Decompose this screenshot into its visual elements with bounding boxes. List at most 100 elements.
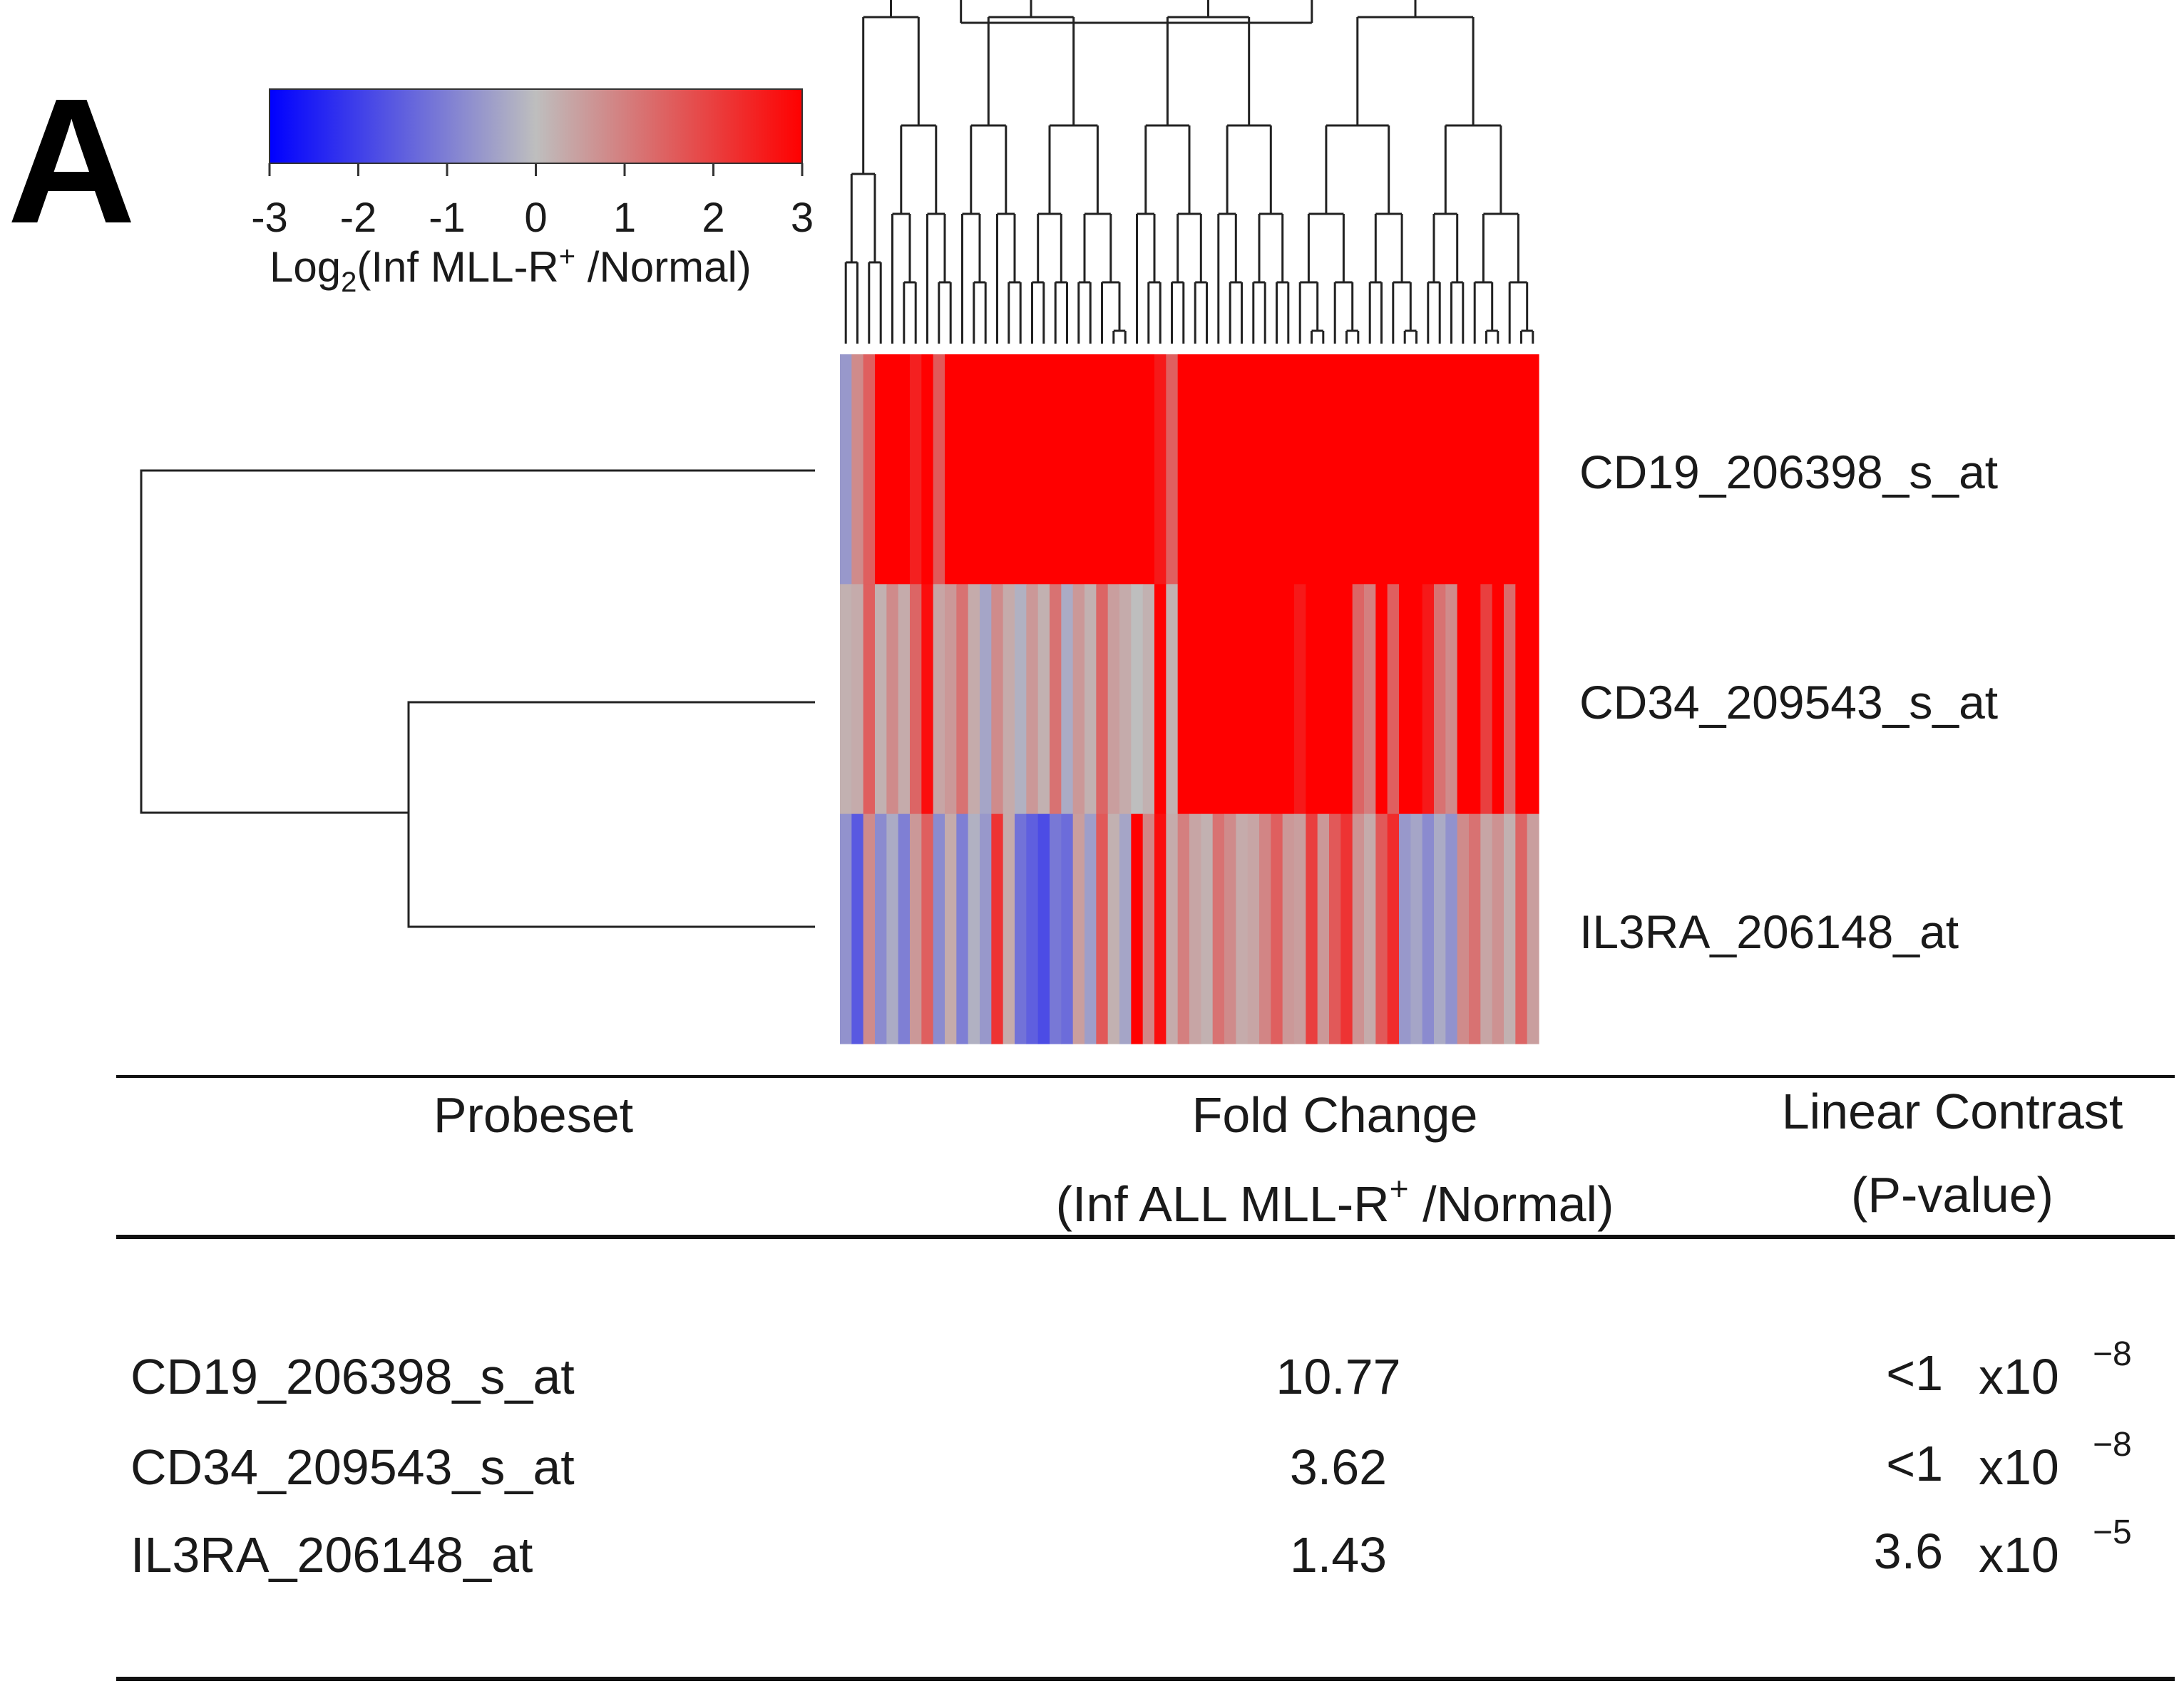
heatmap-cell <box>1271 354 1283 585</box>
heatmap-cell <box>1457 584 1470 815</box>
heatmap-cell <box>980 813 992 1044</box>
heatmap-cell <box>1003 354 1015 585</box>
heatmap-cell <box>1061 584 1074 815</box>
heatmap-cell <box>1015 813 1027 1044</box>
heatmap-cell <box>1037 584 1050 815</box>
heatmap-cell <box>1282 584 1295 815</box>
heatmap-cell <box>1236 813 1249 1044</box>
table-row: CD34_209543_s_at 3.62 <1 x10 −8 <box>130 1426 2132 1495</box>
heatmap-cell <box>1480 813 1493 1044</box>
heatmap-cell <box>1469 354 1481 585</box>
heatmap-cell <box>1317 584 1330 815</box>
heatmap-cell <box>1469 584 1481 815</box>
heatmap-cell <box>991 584 1004 815</box>
heatmap-cell <box>1085 584 1097 815</box>
heatmap-cell <box>840 354 852 585</box>
heatmap-cell <box>1037 354 1050 585</box>
heatmap-cell <box>851 584 864 815</box>
panel-letter: A <box>7 61 136 260</box>
heatmap-cell <box>1096 584 1109 815</box>
heatmap-cell <box>886 584 899 815</box>
heatmap-cell <box>1340 584 1353 815</box>
legend-tick-label: -3 <box>251 195 288 241</box>
heatmap-cell <box>1037 813 1050 1044</box>
header-linear-contrast: Linear Contrast <box>1782 1084 2123 1139</box>
row-probeset: IL3RA_206148_at <box>130 1527 533 1583</box>
heatmap-cell <box>1142 813 1155 1044</box>
heatmap-cell <box>1329 584 1341 815</box>
heatmap-cell <box>1306 813 1318 1044</box>
heatmap-cell <box>1271 813 1283 1044</box>
heatmap-cell <box>1282 354 1295 585</box>
heatmap-cell <box>1340 354 1353 585</box>
header-fold-change: Fold Change <box>1192 1087 1478 1143</box>
heatmap-cell <box>991 813 1004 1044</box>
header-fold-change-ratio: (Inf ALL MLL-R+ /Normal) <box>1056 1170 1614 1232</box>
heatmap-cell <box>1142 354 1155 585</box>
heatmap-cell <box>898 354 911 585</box>
heatmap-cell <box>863 354 876 585</box>
heatmap-cell <box>1061 813 1074 1044</box>
heatmap-cell <box>863 584 876 815</box>
row-p-exponent: −8 <box>2093 1426 2132 1464</box>
row-p-mantissa: <1 <box>1886 1345 1943 1401</box>
heatmap-cell <box>1259 584 1271 815</box>
heatmap-cell <box>1107 354 1120 585</box>
heatmap-cell <box>1259 354 1271 585</box>
heatmap-cell <box>840 813 852 1044</box>
heatmap-cell <box>1026 584 1039 815</box>
heatmap-cell <box>1166 813 1179 1044</box>
heatmap-cell <box>968 813 980 1044</box>
heatmap-cell <box>921 584 934 815</box>
heatmap-cell <box>1422 354 1435 585</box>
heatmap-cell <box>1375 354 1388 585</box>
heatmap-cell <box>1515 813 1528 1044</box>
heatmap-cell <box>1119 584 1132 815</box>
heatmap-cell <box>1085 813 1097 1044</box>
heatmap-cell <box>1015 584 1027 815</box>
heatmap-cell <box>1387 584 1400 815</box>
heatmap-cell <box>1201 584 1214 815</box>
row-label-il3ra: IL3RA_206148_at <box>1579 905 1959 958</box>
heatmap-cell <box>1375 584 1388 815</box>
header-p-value: (P-value) <box>1851 1167 2054 1223</box>
heatmap-cell <box>1387 813 1400 1044</box>
heatmap-cell <box>945 813 957 1044</box>
heatmap-cell <box>1247 813 1260 1044</box>
row-dendrogram <box>140 469 815 928</box>
color-legend: -3 -2 -1 0 1 2 3 Log2(Inf MLL-R+ /Normal) <box>251 88 814 298</box>
heatmap-cell <box>933 354 945 585</box>
heatmap-cell <box>1410 813 1423 1044</box>
heatmap-cell <box>1352 813 1365 1044</box>
heatmap-cell <box>1340 813 1353 1044</box>
heatmap-cell <box>886 354 899 585</box>
heatmap-cell <box>1294 584 1306 815</box>
heatmap-cell <box>1050 354 1062 585</box>
heatmap-cell <box>1422 813 1435 1044</box>
heatmap-cell <box>1445 584 1458 815</box>
heatmap-cell <box>1096 354 1109 585</box>
legend-tick-label: 3 <box>791 195 814 241</box>
heatmap-cell <box>1212 354 1225 585</box>
heatmap-cell <box>1445 354 1458 585</box>
heatmap-cell <box>1306 584 1318 815</box>
heatmap-cell <box>1352 584 1365 815</box>
heatmap-cell <box>910 354 922 585</box>
heatmap-cell <box>1375 813 1388 1044</box>
row-probeset: CD19_206398_s_at <box>130 1349 575 1404</box>
heatmap-cell <box>933 813 945 1044</box>
heatmap <box>840 354 1539 1044</box>
header-probeset: Probeset <box>434 1087 633 1143</box>
heatmap-cell <box>1352 354 1365 585</box>
heatmap-cell <box>875 813 887 1044</box>
table-row: IL3RA_206148_at 1.43 3.6 x10 −5 <box>130 1513 2132 1583</box>
heatmap-cell <box>1527 813 1539 1044</box>
heatmap-cell <box>991 354 1004 585</box>
heatmap-cell <box>1107 584 1120 815</box>
color-legend-title: Log2(Inf MLL-R+ /Normal) <box>270 241 752 298</box>
heatmap-cell <box>1469 813 1481 1044</box>
heatmap-cell <box>1224 813 1236 1044</box>
heatmap-cell <box>1387 354 1400 585</box>
heatmap-cell <box>956 584 969 815</box>
